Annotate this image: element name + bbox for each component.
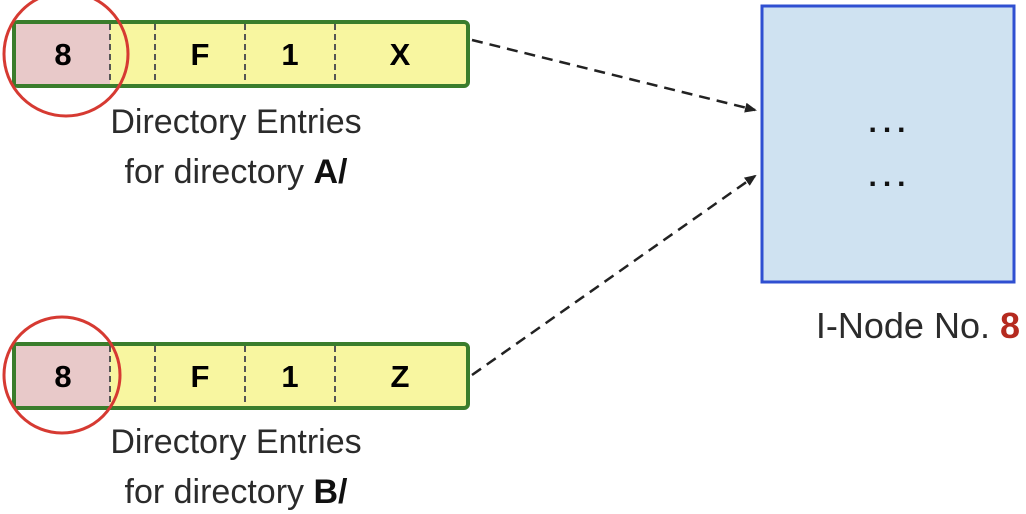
inode-block: ... ... I-Node No. 8 — [760, 4, 1020, 346]
inode-ellipsis-bottom: ... — [868, 160, 911, 193]
entry-caption-line1: Directory Entries — [110, 423, 361, 461]
caption-prefix: for directory — [125, 473, 314, 511]
inode-ellipsis-top: ... — [868, 106, 911, 139]
link-arrow-a — [471, 38, 757, 113]
entry-caption-line1: Directory Entries — [110, 103, 361, 141]
entry-cell-text: 1 — [281, 37, 298, 72]
entry-cell-text: X — [390, 37, 411, 72]
inode-number-cell — [16, 24, 110, 84]
caption-prefix: for directory — [125, 153, 314, 191]
directory-entry-b: 8 F 1 Z Directory Entries for directory … — [2, 315, 470, 511]
highlight-circle — [2, 0, 130, 118]
entry-row-box — [12, 342, 470, 410]
entry-caption-line2: for directory B/ — [125, 473, 349, 511]
link-arrow-b — [471, 174, 757, 377]
entry-caption-line2: for directory A/ — [125, 153, 349, 191]
directory-name: B/ — [313, 473, 348, 511]
entry-cell-text: F — [191, 37, 210, 72]
entry-cell-text: Z — [391, 359, 410, 394]
highlight-circle — [2, 315, 122, 435]
inode-number-cell — [16, 346, 110, 406]
inode-box — [760, 4, 1016, 284]
entry-cell-text: F — [191, 359, 210, 394]
inode-number-value: 8 — [54, 37, 71, 72]
inode-label: I-Node No. 8 — [816, 305, 1020, 346]
inode-label-prefix: I-Node No. — [816, 305, 1000, 346]
entry-cell-text: 1 — [281, 359, 298, 394]
inode-number-value: 8 — [54, 359, 71, 394]
inode-label-number: 8 — [1000, 305, 1020, 346]
entry-row-box — [12, 20, 470, 88]
directory-name: A/ — [313, 153, 348, 191]
directory-entry-a: 8 F 1 X Directory Entries for directory … — [2, 0, 470, 191]
